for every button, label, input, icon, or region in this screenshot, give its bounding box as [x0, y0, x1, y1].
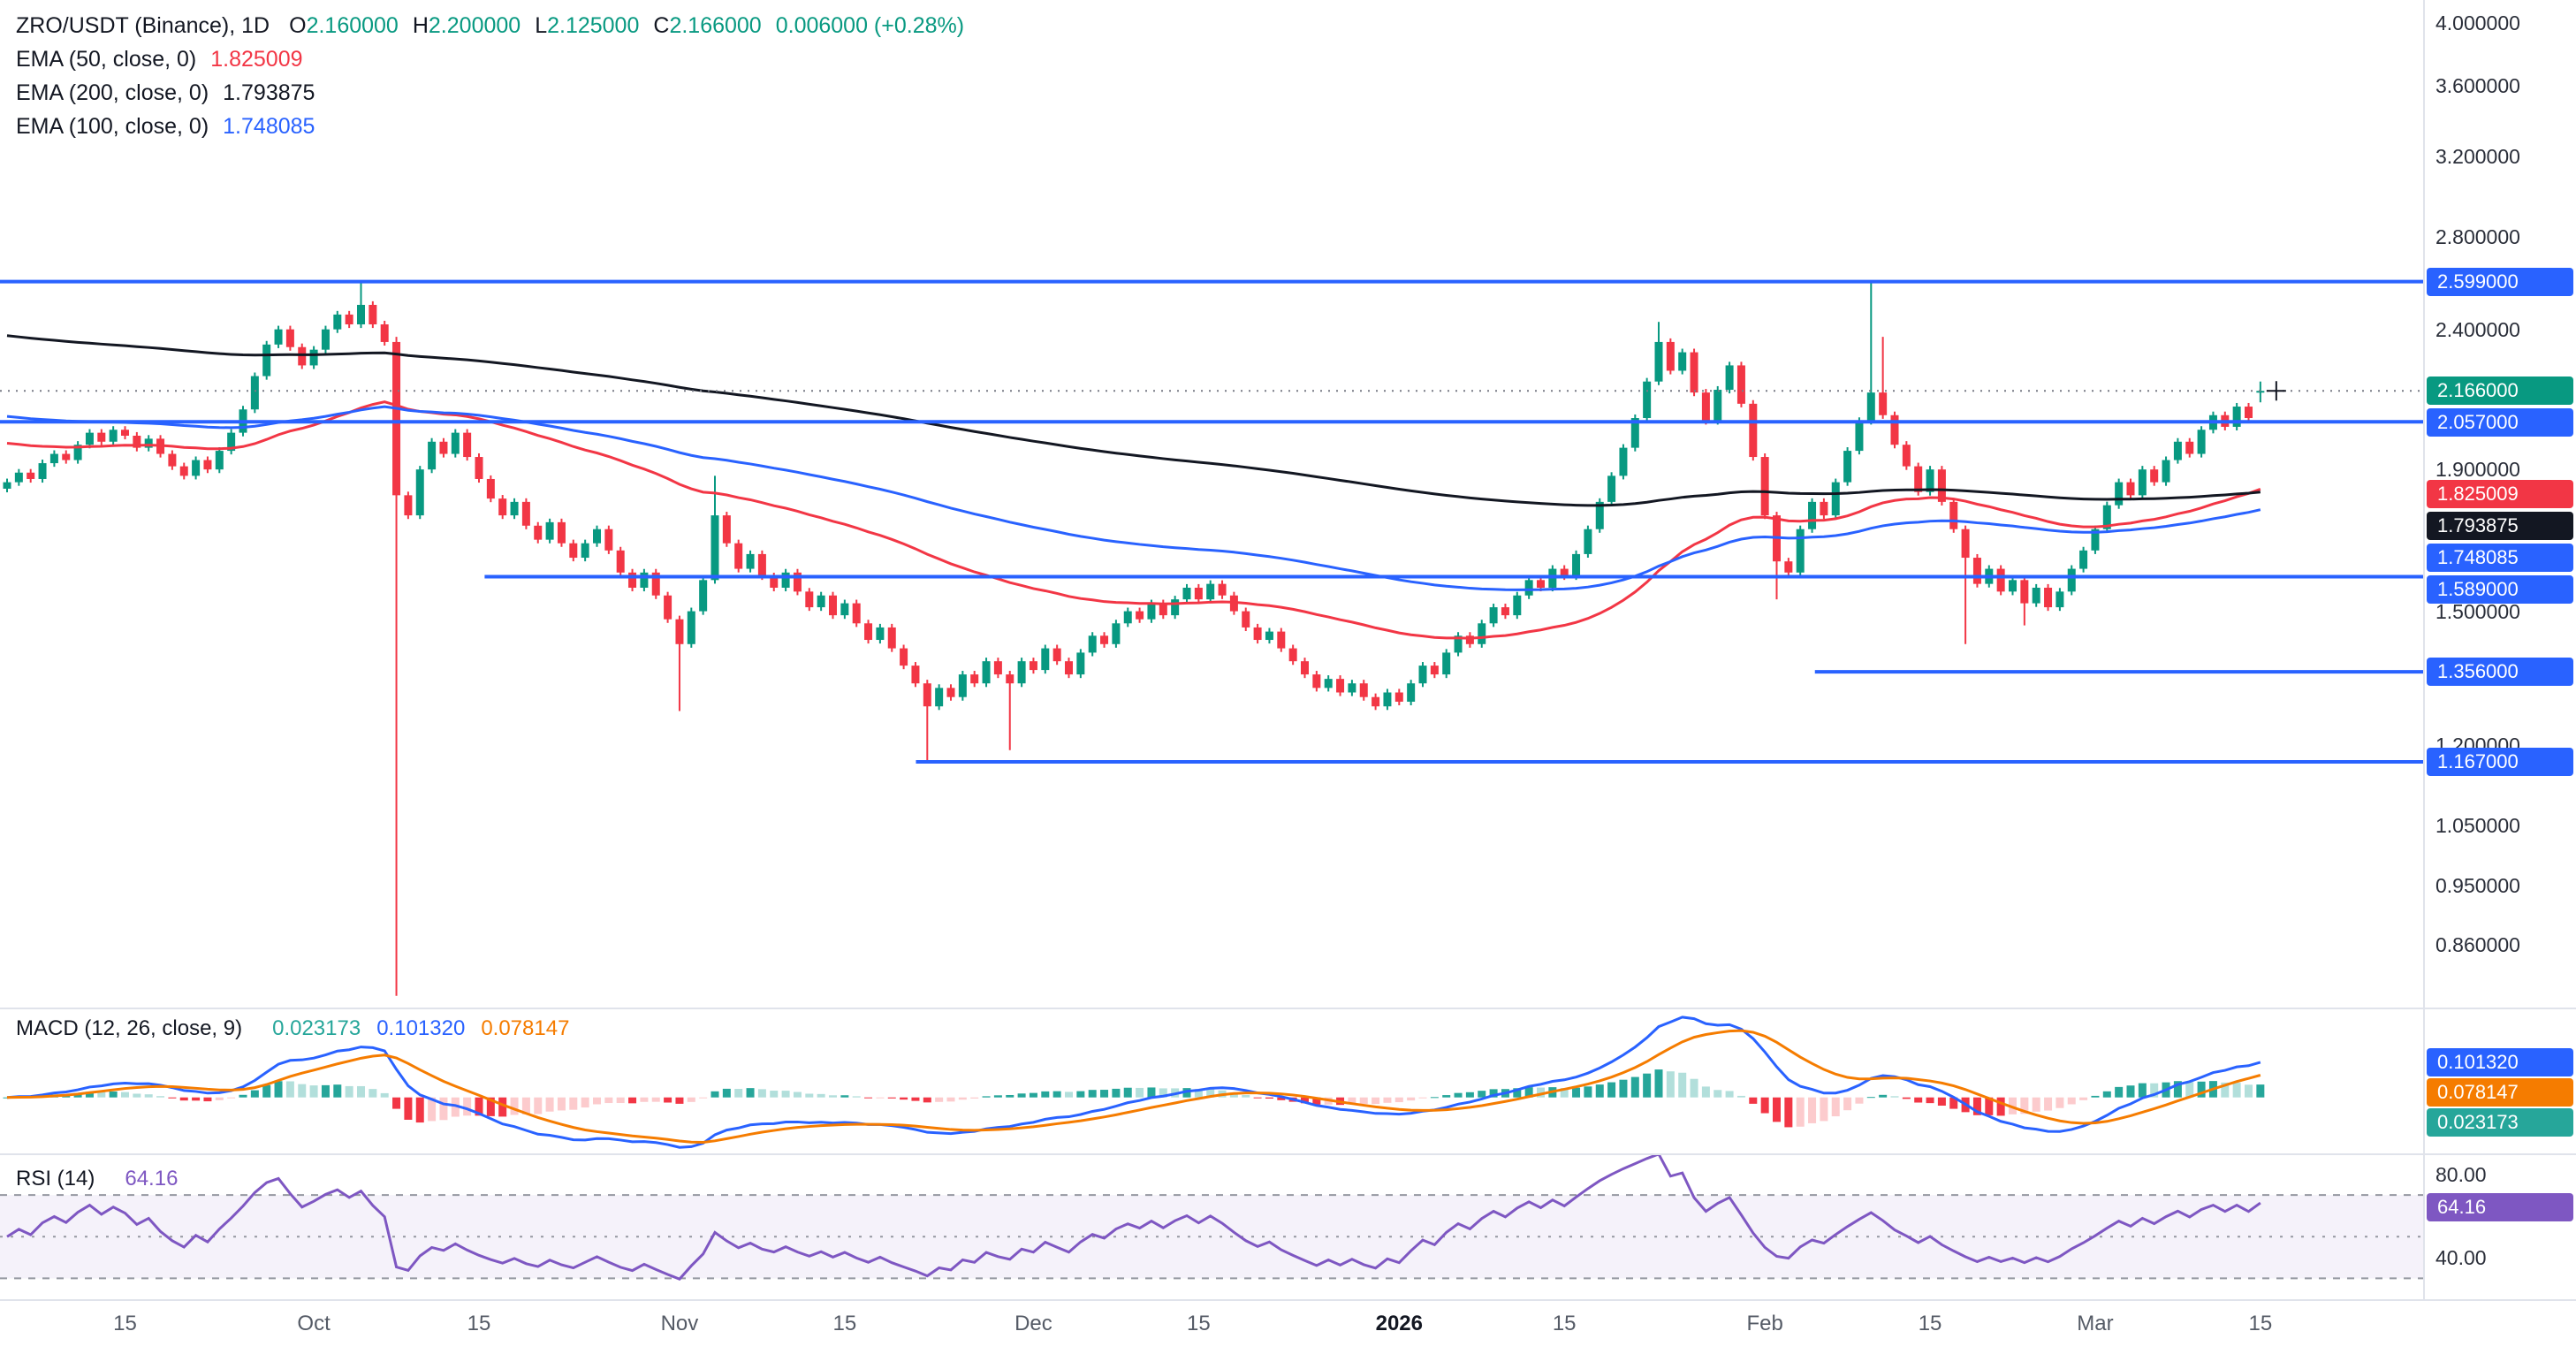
- price-axis-label: 2.400000: [2435, 317, 2520, 341]
- price-change: 0.006000 (+0.28%): [775, 12, 965, 38]
- rsi-pane[interactable]: [0, 1153, 2423, 1299]
- ema200-row[interactable]: EMA (200, close, 0) 1.793875: [16, 76, 964, 110]
- price-pane[interactable]: [0, 0, 2423, 1008]
- ema100-label: EMA (100, close, 0): [16, 113, 209, 139]
- ohlc-open-value: 2.160000: [306, 12, 399, 38]
- rsi-line[interactable]: [6, 1153, 2261, 1282]
- macd-axis-badge: 0.101320: [2427, 1047, 2573, 1076]
- macd-axis-badge: 0.023173: [2427, 1107, 2573, 1137]
- time-axis-label: Feb: [1746, 1312, 1783, 1335]
- ohlc-high: H2.200000: [413, 13, 521, 39]
- ohlc-close-key: C: [653, 12, 670, 38]
- price-axis[interactable]: 4.000000 3.600000 3.200000 2.800000 2.400000…: [2425, 0, 2576, 1299]
- ema100-row[interactable]: EMA (100, close, 0) 1.748085: [16, 110, 964, 143]
- pane-separator[interactable]: [0, 1153, 2576, 1155]
- ohlc-low-key: L: [535, 12, 548, 38]
- price-axis-badge: 1.356000: [2427, 658, 2573, 687]
- symbol-row: ZRO/USDT (Binance), 1D O2.160000 H2.2000…: [16, 9, 964, 42]
- ohlc-high-value: 2.200000: [428, 12, 521, 38]
- ohlc-open: O2.160000: [289, 13, 399, 39]
- ohlc-close: C2.166000: [653, 13, 761, 39]
- time-axis-label: 15: [1918, 1312, 1942, 1335]
- time-axis-label: 15: [2248, 1312, 2273, 1335]
- symbol-title[interactable]: ZRO/USDT (Binance), 1D: [16, 12, 270, 38]
- time-axis-label: 15: [832, 1312, 857, 1335]
- macd-signal-value: 0.078147: [481, 1016, 570, 1040]
- rsi-value: 64.16: [125, 1167, 179, 1190]
- ema200-value: 1.793875: [223, 80, 315, 105]
- price-axis-badge: 2.057000: [2427, 408, 2573, 437]
- price-axis-label: 3.600000: [2435, 74, 2520, 98]
- price-axis-badge: 1.748085: [2427, 543, 2573, 572]
- time-axis-label: Oct: [297, 1312, 331, 1335]
- macd-line[interactable]: [6, 1016, 2261, 1149]
- ema50-row[interactable]: EMA (50, close, 0) 1.825009: [16, 42, 964, 76]
- time-axis-separator: [0, 1299, 2576, 1301]
- time-axis-label: Mar: [2077, 1312, 2114, 1335]
- ema50-line[interactable]: [6, 400, 2261, 640]
- price-axis-label: 2.800000: [2435, 225, 2520, 249]
- price-axis-separator: [2423, 0, 2425, 1299]
- macd-axis-badge: 0.078147: [2427, 1077, 2573, 1107]
- last-price-marker: [2266, 381, 2286, 401]
- macd-line-value: 0.101320: [376, 1016, 466, 1040]
- ohlc-close-value: 2.166000: [669, 12, 762, 38]
- time-axis[interactable]: 15 Oct 15 Nov 15 Dec 15 2026 15 Feb 15 Mar 15: [0, 1301, 2576, 1354]
- macd-label: MACD (12, 26, close, 9): [16, 1016, 243, 1040]
- ohlc-low: L2.125000: [535, 13, 639, 39]
- ohlc-high-key: H: [412, 12, 429, 38]
- time-axis-label: Nov: [660, 1312, 699, 1335]
- main-legend: ZRO/USDT (Binance), 1D O2.160000 H2.2000…: [16, 9, 964, 143]
- time-axis-label: 15: [467, 1312, 491, 1335]
- rsi-axis-label: 40.00: [2435, 1245, 2487, 1269]
- rsi-label: RSI (14): [16, 1167, 95, 1190]
- ema100-value: 1.748085: [223, 113, 315, 139]
- price-axis-badge: 2.599000: [2427, 267, 2573, 296]
- price-axis-badge: 1.825009: [2427, 479, 2573, 508]
- macd-hist-value: 0.023173: [272, 1016, 361, 1040]
- price-axis-badge: 2.166000: [2427, 377, 2573, 406]
- price-axis-label: 3.200000: [2435, 145, 2520, 169]
- ohlc-low-value: 2.125000: [547, 12, 640, 38]
- candlestick-series[interactable]: [3, 281, 2265, 996]
- rsi-axis-label: 80.00: [2435, 1162, 2487, 1186]
- price-axis-badge: 1.589000: [2427, 574, 2573, 604]
- ema200-line[interactable]: [6, 334, 2261, 507]
- price-axis-label: 1.500000: [2435, 599, 2520, 623]
- ema100-line[interactable]: [6, 405, 2261, 591]
- macd-legend[interactable]: MACD (12, 26, close, 9) 0.023173 0.10132…: [16, 1016, 569, 1041]
- time-axis-label: 15: [1552, 1312, 1577, 1335]
- rsi-axis-badge: 64.16: [2427, 1192, 2573, 1221]
- macd-signal-line[interactable]: [6, 1029, 2261, 1145]
- time-axis-label: Dec: [1014, 1312, 1052, 1335]
- price-axis-badge: 1.793875: [2427, 511, 2573, 540]
- price-axis-label: 1.900000: [2435, 458, 2520, 482]
- time-axis-label: 15: [113, 1312, 137, 1335]
- macd-histogram[interactable]: [3, 1069, 2265, 1128]
- macd-pane[interactable]: [0, 1008, 2423, 1153]
- time-axis-year-label: 2026: [1375, 1312, 1423, 1335]
- time-axis-label: 15: [1186, 1312, 1211, 1335]
- ema50-label: EMA (50, close, 0): [16, 46, 197, 72]
- pane-separator[interactable]: [0, 1008, 2576, 1009]
- rsi-legend[interactable]: RSI (14) 64.16: [16, 1167, 178, 1191]
- price-axis-label: 1.050000: [2435, 813, 2520, 837]
- ema200-label: EMA (200, close, 0): [16, 80, 209, 105]
- ohlc-open-key: O: [289, 12, 307, 38]
- price-axis-label: 4.000000: [2435, 11, 2520, 34]
- price-axis-label: 0.860000: [2435, 933, 2520, 957]
- ema50-value: 1.825009: [210, 46, 303, 72]
- price-axis-badge: 1.167000: [2427, 747, 2573, 776]
- price-axis-label: 0.950000: [2435, 873, 2520, 897]
